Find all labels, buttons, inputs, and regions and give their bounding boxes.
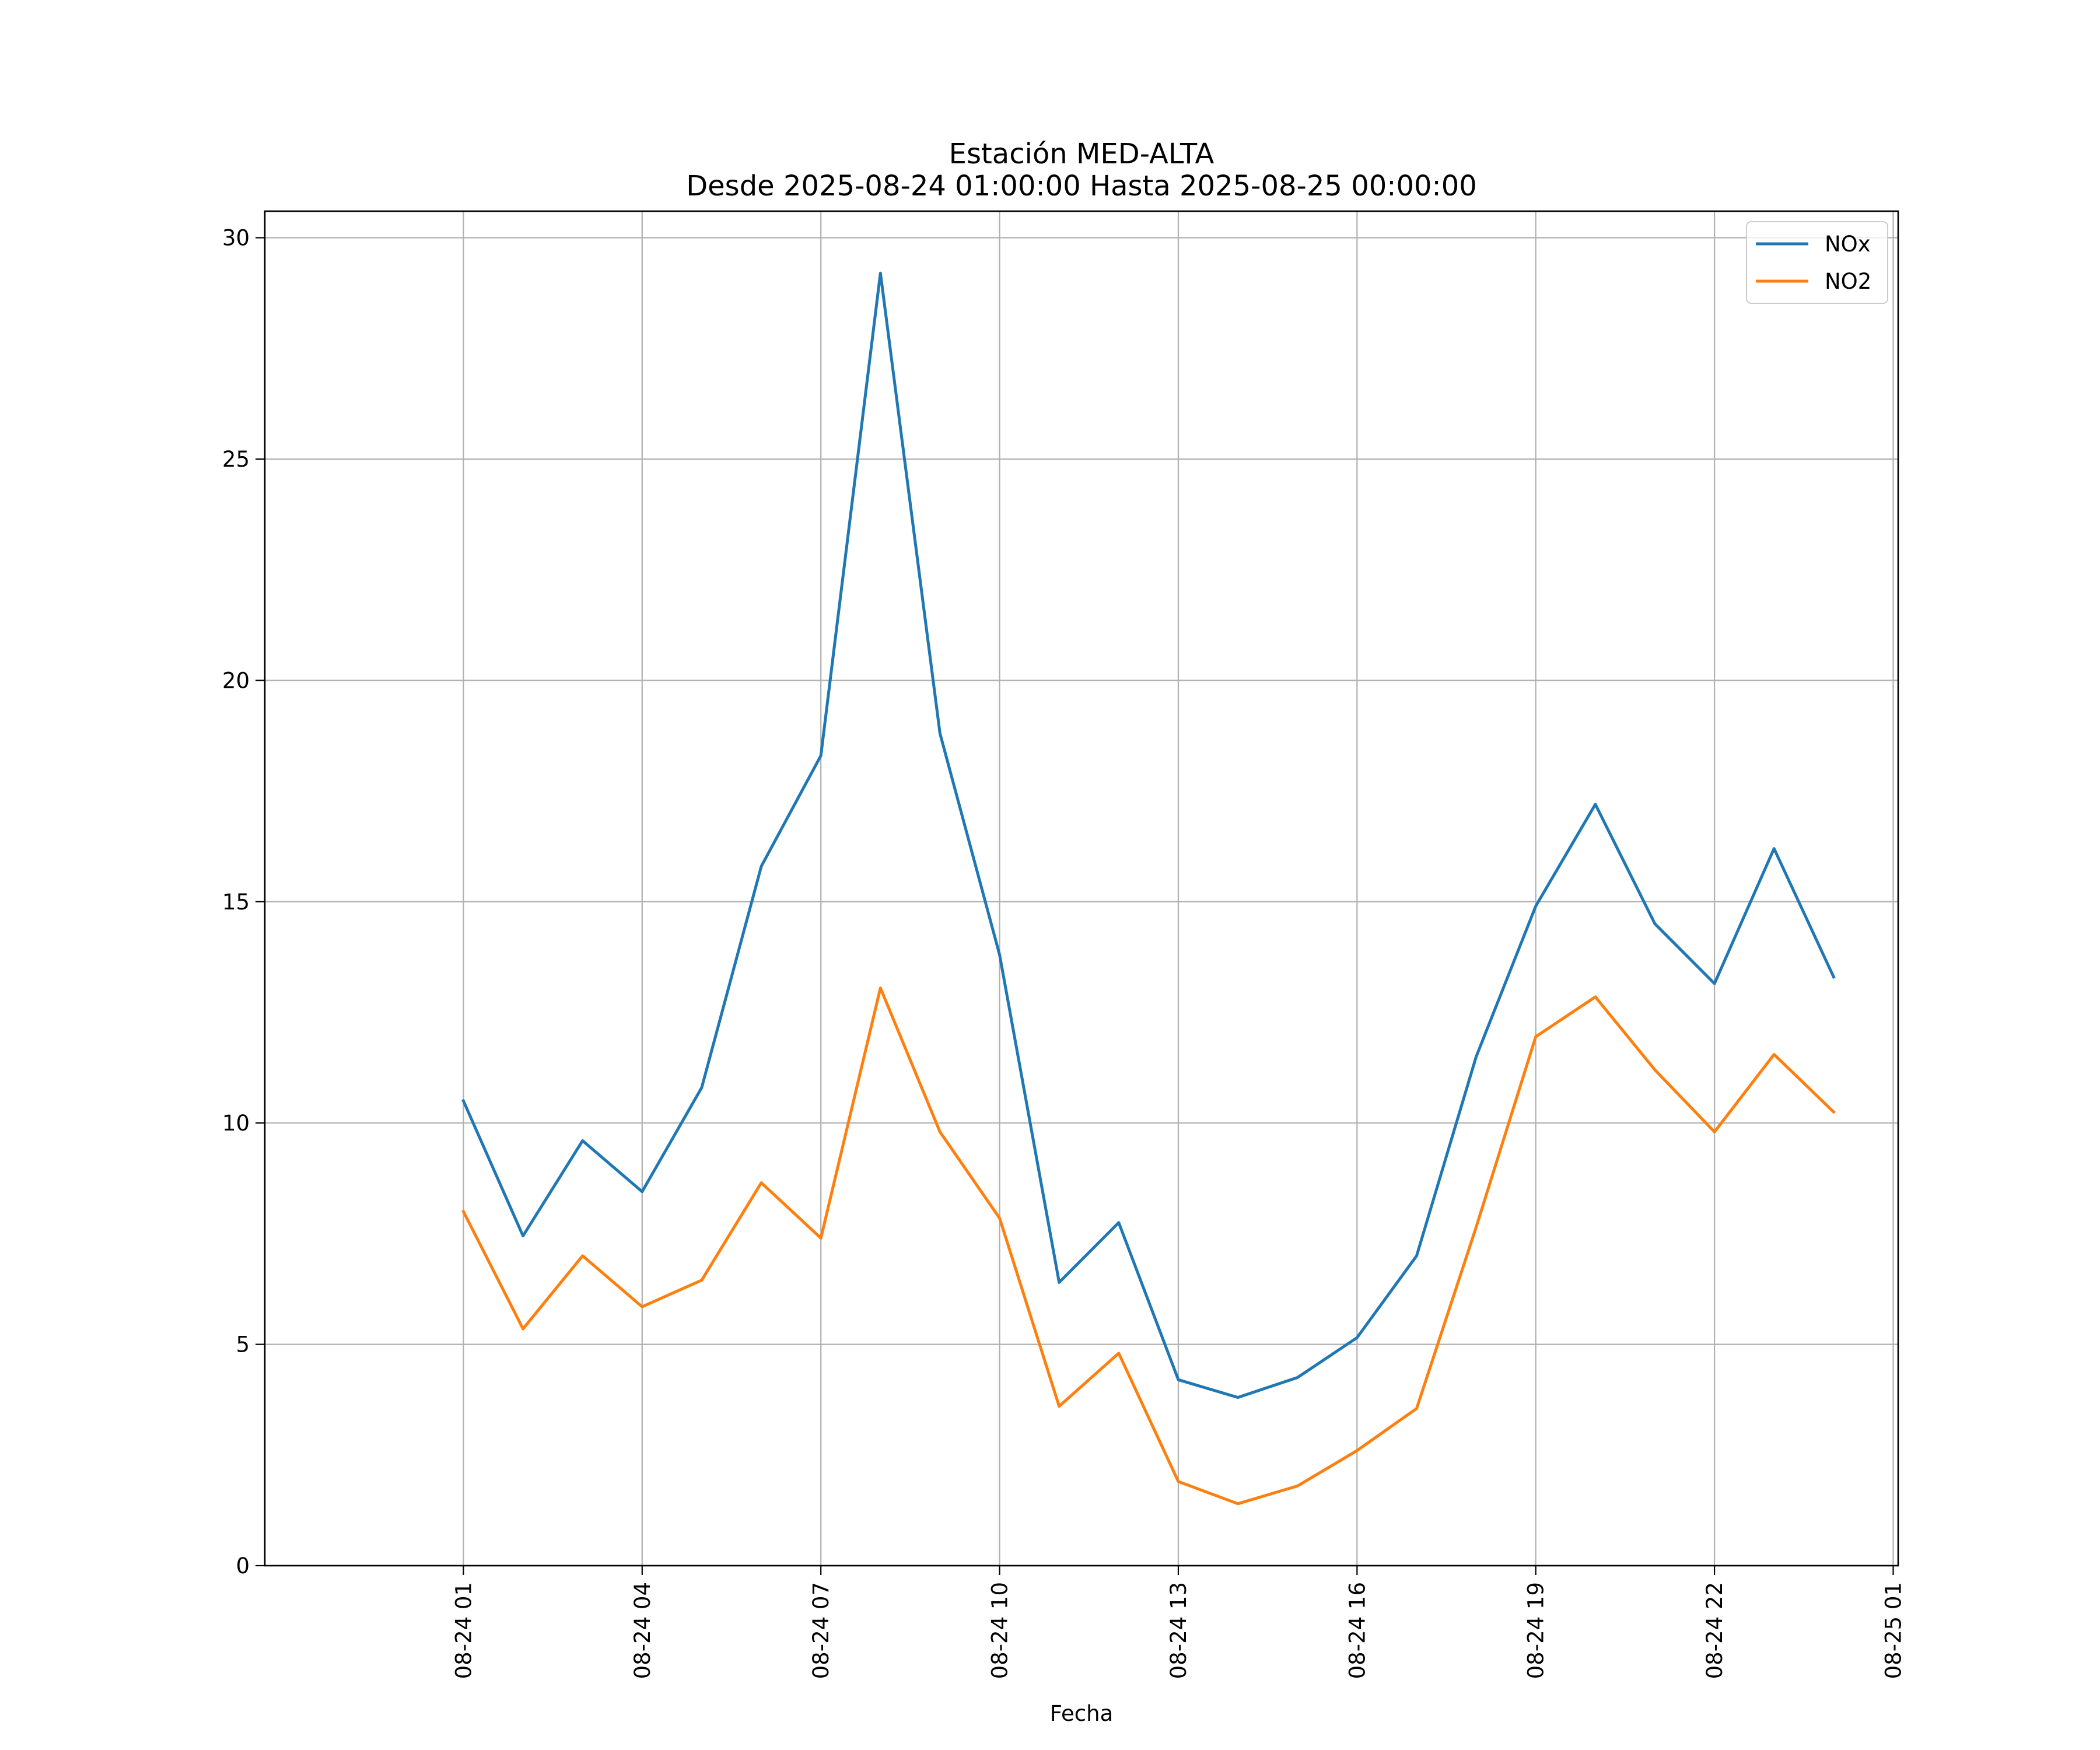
series-line-no2: [461, 986, 1836, 1506]
y-tick-label: 25: [222, 447, 250, 472]
series-line-nox: [461, 271, 1836, 1399]
y-tick-label: 0: [236, 1553, 250, 1578]
legend: NOx NO2: [1746, 221, 1888, 304]
y-tick-label: 10: [222, 1111, 250, 1136]
x-tick-label: 08-24 04: [630, 1582, 655, 1679]
legend-label: NOx: [1825, 232, 1871, 257]
y-tick-label: 5: [236, 1332, 250, 1357]
x-axis: 08-24 01 08-24 04 08-24 07 08-24 10 08-24 13…: [451, 1566, 1906, 1679]
legend-entries: NOx NO2: [1756, 232, 1871, 294]
y-tick-label: 20: [222, 668, 250, 693]
chart-subtitle: Desde 2025-08-24 01:00:00 Hasta 2025-08-…: [686, 170, 1477, 202]
y-tick-label: 30: [222, 226, 250, 251]
x-tick-label: 08-24 19: [1524, 1582, 1549, 1679]
x-tick-label: 08-24 22: [1702, 1582, 1727, 1679]
x-tick-label: 08-24 13: [1166, 1582, 1191, 1679]
x-tick-label: 08-24 16: [1345, 1582, 1370, 1679]
y-axis: 0 5 10 15 20 25 30: [222, 226, 265, 1578]
legend-box: [1746, 221, 1888, 304]
x-axis-label: Fecha: [1050, 1701, 1114, 1726]
legend-label: NO2: [1825, 269, 1871, 294]
x-tick-label: 08-24 01: [451, 1582, 476, 1679]
series-lines: [461, 271, 1836, 1506]
chart-title: Estación MED-ALTA: [949, 138, 1214, 170]
x-tick-label: 08-25 01: [1881, 1582, 1906, 1679]
x-tick-label: 08-24 10: [988, 1582, 1013, 1679]
plot-frame: [264, 210, 1899, 1567]
x-tick-label: 08-24 07: [808, 1582, 834, 1679]
y-tick-label: 15: [222, 890, 250, 915]
